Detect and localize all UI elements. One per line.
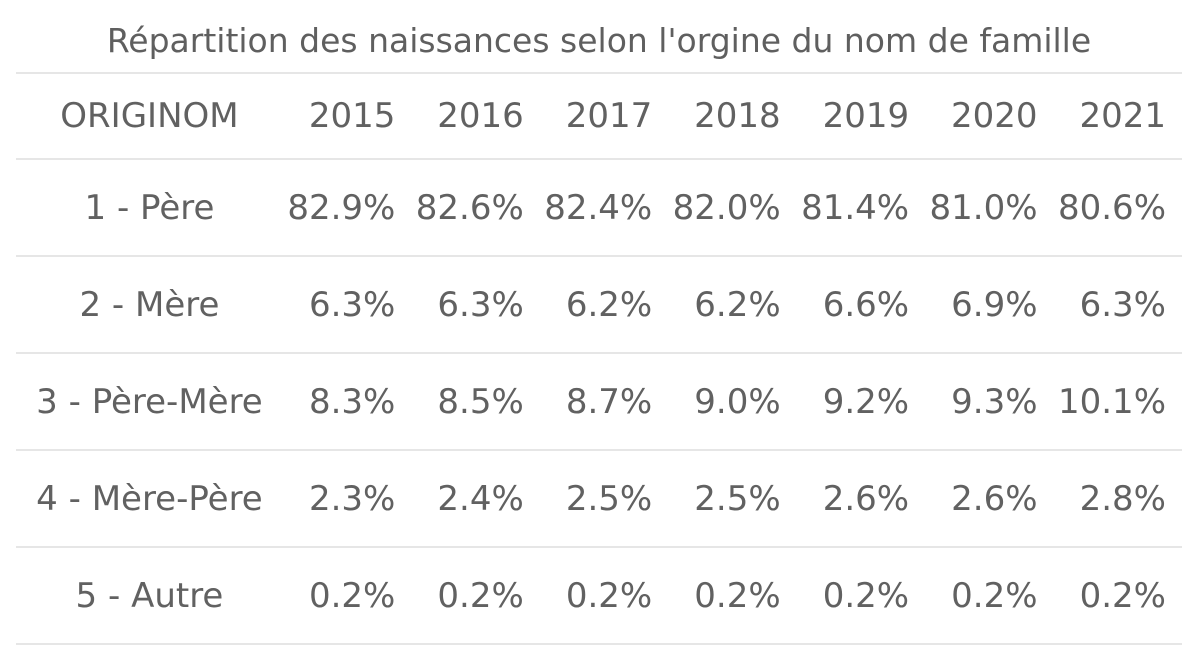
table-cell: 0.2% [1053,547,1182,645]
header-row: ORIGINOM 2015 2016 2017 2018 2019 2020 2… [16,74,1182,160]
table-row: 2 - Mère 6.3% 6.3% 6.2% 6.2% 6.6% 6.9% 6… [16,256,1182,354]
row-label: 5 - Autre [16,547,283,645]
table-cell: 6.3% [282,256,412,354]
table-cell: 82.4% [539,159,669,257]
table-row: 1 - Père 82.9% 82.6% 82.4% 82.0% 81.4% 8… [16,159,1182,257]
row-label: 1 - Père [16,159,283,257]
table-cell: 6.9% [925,256,1054,354]
table-cell: 8.7% [539,353,669,451]
table-cell: 8.5% [411,353,540,451]
row-label: 2 - Mère [16,256,283,354]
table-cell: 9.0% [668,353,797,451]
table-cell: 82.6% [411,159,540,257]
table-cell: 6.3% [411,256,540,354]
column-header-2019[interactable]: 2019 [796,74,926,160]
table-cell: 2.8% [1053,450,1182,548]
column-header-2017[interactable]: 2017 [539,74,669,160]
column-header-originom[interactable]: ORIGINOM [16,74,283,160]
table-cell: 2.6% [925,450,1054,548]
table-cell: 10.1% [1053,353,1182,451]
table-row: 5 - Autre 0.2% 0.2% 0.2% 0.2% 0.2% 0.2% … [16,547,1182,645]
table-cell: 6.2% [668,256,797,354]
table-cell: 82.0% [668,159,797,257]
table-cell: 9.3% [925,353,1054,451]
table-cell: 6.2% [539,256,669,354]
table-cell: 0.2% [539,547,669,645]
table-cell: 81.0% [925,159,1054,257]
column-header-2015[interactable]: 2015 [282,74,412,160]
data-table: ORIGINOM 2015 2016 2017 2018 2019 2020 2… [16,74,1182,645]
table-cell: 2.3% [282,450,412,548]
table-cell: 0.2% [925,547,1054,645]
table-row: 4 - Mère-Père 2.3% 2.4% 2.5% 2.5% 2.6% 2… [16,450,1182,548]
table-cell: 2.6% [796,450,926,548]
column-header-2016[interactable]: 2016 [411,74,540,160]
row-label: 3 - Père-Mère [16,353,283,451]
table-cell: 2.4% [411,450,540,548]
table-cell: 0.2% [282,547,412,645]
table-cell: 2.5% [539,450,669,548]
table-title: Répartition des naissances selon l'orgin… [16,0,1182,74]
table-cell: 80.6% [1053,159,1182,257]
table-cell: 82.9% [282,159,412,257]
table-row: 3 - Père-Mère 8.3% 8.5% 8.7% 9.0% 9.2% 9… [16,353,1182,451]
table-cell: 0.2% [796,547,926,645]
table-cell: 6.6% [796,256,926,354]
column-header-2020[interactable]: 2020 [925,74,1054,160]
column-header-2018[interactable]: 2018 [668,74,797,160]
table-cell: 0.2% [668,547,797,645]
row-label: 4 - Mère-Père [16,450,283,548]
table-cell: 6.3% [1053,256,1182,354]
table-visual: Répartition des naissances selon l'orgin… [16,0,1182,645]
table-cell: 81.4% [796,159,926,257]
table-cell: 0.2% [411,547,540,645]
table-cell: 8.3% [282,353,412,451]
table-cell: 9.2% [796,353,926,451]
column-header-2021[interactable]: 2021 [1053,74,1182,160]
table-cell: 2.5% [668,450,797,548]
